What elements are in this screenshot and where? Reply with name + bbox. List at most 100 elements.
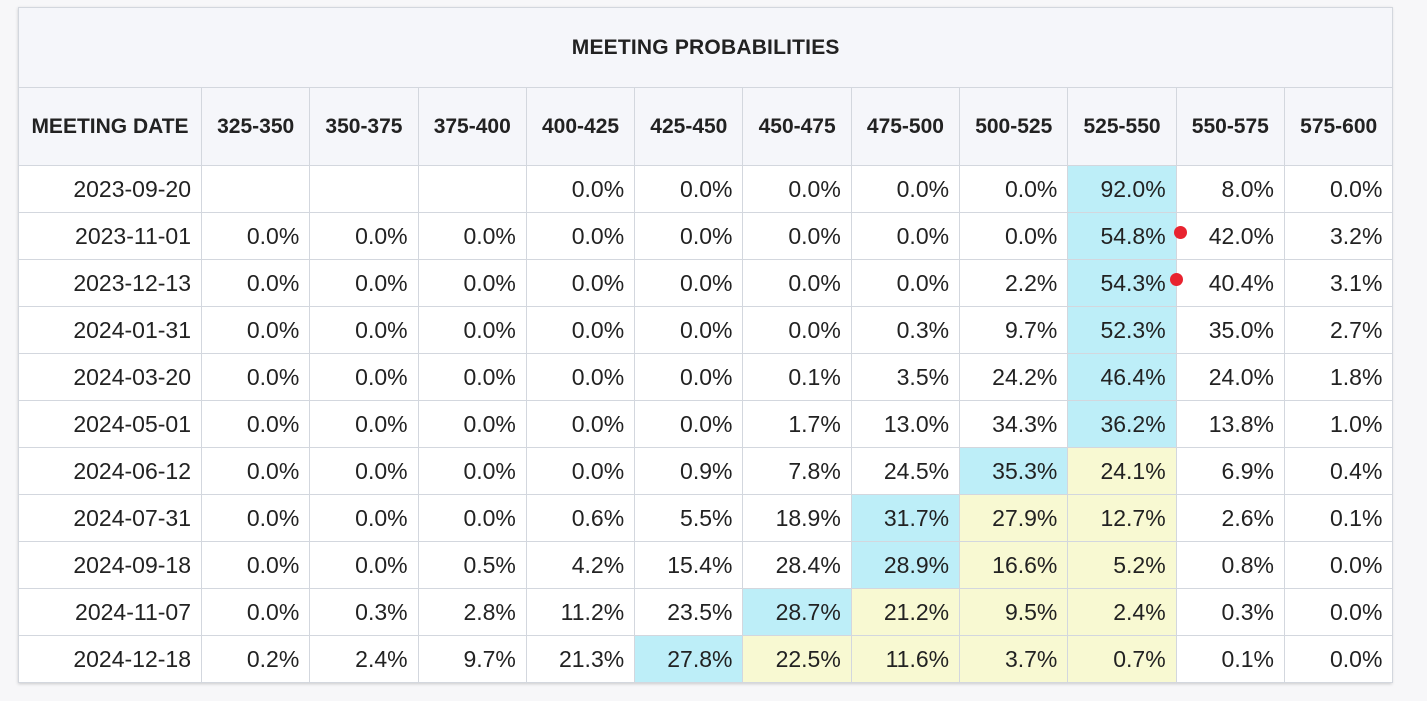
probability-cell (309, 165, 419, 213)
table-row: 2023-11-01 0.0% 0.0% 0.0% 0.0% 0.0% 0.0% 0.0% 0.… (18, 212, 1394, 260)
probability-cell: 24.0% (1175, 353, 1285, 401)
probability-cell: 0.0% (634, 212, 744, 260)
probability-cell: 7.8% (742, 447, 852, 495)
probability-cell: 0.0% (1283, 541, 1394, 589)
probability-value: 0.0% (571, 269, 625, 296)
probability-value: 0.3% (355, 598, 408, 625)
probability-cell: 2.2% (959, 259, 1069, 307)
probability-value: 0.0% (1329, 175, 1383, 202)
probability-cell: 0.0% (525, 259, 636, 307)
probability-value: 9.5% (1004, 598, 1058, 625)
probability-cell: 9.5% (959, 588, 1069, 636)
probability-value: 0.3% (1221, 598, 1274, 625)
probability-value: 12.7% (1100, 504, 1166, 531)
probability-cell: 0.0% (309, 259, 419, 307)
probability-cell: 1.0% (1283, 400, 1394, 448)
probability-value: 0.0% (355, 551, 408, 578)
probability-cell: 21.2% (850, 588, 961, 636)
meeting-probabilities-table: MEETING PROBABILITIES MEETING DATE 325-35… (17, 7, 1394, 683)
probability-value: 0.0% (896, 222, 950, 249)
probability-value: 0.0% (246, 269, 300, 296)
probability-value: 0.0% (463, 316, 516, 343)
probability-cell: 0.0% (742, 259, 852, 307)
probability-cell: 0.2% (200, 635, 311, 683)
probability-value: 0.0% (788, 222, 841, 249)
probability-cell: 24.1% (1067, 447, 1177, 495)
probability-cell: 0.0% (850, 165, 961, 213)
probability-value: 0.0% (571, 363, 625, 390)
probability-cell-current-target: 46.4% (1067, 353, 1177, 401)
probability-value: 0.0% (355, 269, 408, 296)
probability-value: 0.0% (463, 363, 516, 390)
probability-cell: 0.0% (200, 400, 311, 448)
probability-value: 0.8% (1221, 551, 1274, 578)
probability-cell: 42.0% (1173, 212, 1285, 260)
probability-value: 27.8% (667, 645, 733, 672)
red-dot-marker-icon (1173, 226, 1187, 239)
probability-value: 34.3% (992, 410, 1058, 437)
probability-cell: 0.3% (309, 588, 419, 636)
probability-value: 28.7% (775, 598, 841, 625)
probability-cell: 0.0% (634, 259, 744, 307)
probability-value: 4.2% (571, 551, 625, 578)
probability-value: 0.0% (246, 457, 300, 484)
probability-cell: 4.2% (525, 541, 636, 589)
probability-value: 35.3% (992, 457, 1058, 484)
probability-value: 2.4% (1113, 598, 1166, 625)
probability-value: 0.0% (1004, 175, 1058, 202)
table-row: 2024-01-31 0.0% 0.0% 0.0% 0.0% 0.0% 0.0% 0.3% 9.… (18, 306, 1394, 354)
probability-cell: 0.5% (417, 541, 527, 589)
probability-value: 0.0% (355, 222, 408, 249)
header-rate-range: 500-525 (959, 87, 1069, 166)
probability-cell: 0.1% (1283, 494, 1394, 542)
probability-cell: 0.0% (309, 353, 419, 401)
probability-value: 9.7% (1004, 316, 1058, 343)
probability-cell: 8.0% (1175, 165, 1285, 213)
probability-value: 0.0% (788, 175, 841, 202)
probability-cell: 24.5% (850, 447, 961, 495)
meeting-date-cell: 2024-01-31 (18, 306, 202, 354)
table-body: 2023-09-20 0.0% 0.0% 0.0% 0.0% 0.0% 92.0% 8.0% 0… (18, 165, 1394, 683)
probability-value: 1.8% (1329, 363, 1383, 390)
probability-value: 0.0% (680, 222, 733, 249)
probability-value: 28.4% (775, 551, 841, 578)
table-title: MEETING PROBABILITIES (17, 7, 1394, 88)
probability-value: 0.0% (1329, 551, 1383, 578)
table-row: 2024-11-07 0.0% 0.3% 2.8% 11.2% 23.5% 28.7% 21.… (18, 588, 1394, 636)
probability-value: 0.2% (246, 645, 300, 672)
header-rate-range: 350-375 (309, 87, 419, 166)
probability-value: 21.2% (883, 598, 950, 625)
probability-value: 0.0% (1329, 598, 1383, 625)
probability-cell: 0.0% (525, 165, 636, 213)
probability-cell: 0.0% (959, 165, 1069, 213)
probability-cell: 13.0% (850, 400, 961, 448)
meeting-date-cell: 2024-12-18 (18, 635, 202, 683)
probability-value: 0.0% (896, 269, 950, 296)
table-row: 2024-12-18 0.2% 2.4% 9.7% 21.3% 27.8% 22.5% 11.… (18, 635, 1394, 683)
probability-cell: 3.7% (959, 635, 1069, 683)
probability-cell: 2.8% (417, 588, 527, 636)
probability-value: 15.4% (667, 551, 733, 578)
probability-cell: 0.3% (850, 306, 961, 354)
probability-value: 0.0% (680, 316, 733, 343)
probability-cell: 0.0% (309, 494, 419, 542)
probability-cell: 0.0% (850, 259, 961, 307)
table-row: 2023-12-13 0.0% 0.0% 0.0% 0.0% 0.0% 0.0% 0.0% 2.… (18, 259, 1394, 307)
probability-cell: 21.3% (525, 635, 636, 683)
probability-cell: 16.6% (959, 541, 1069, 589)
probability-value: 1.0% (1329, 410, 1383, 437)
probability-cell-current-target: 52.3% (1067, 306, 1177, 354)
probability-cell: 3.5% (850, 353, 961, 401)
probability-cell: 0.0% (850, 212, 961, 260)
probability-value: 0.0% (355, 316, 408, 343)
probability-cell-current-target: 28.9% (850, 541, 961, 589)
probability-cell: 0.0% (200, 259, 311, 307)
probability-cell: 0.0% (417, 259, 527, 307)
probability-value: 0.0% (571, 457, 625, 484)
probability-value: 0.0% (680, 175, 733, 202)
probability-cell-current-target: 92.0% (1067, 165, 1177, 213)
header-rate-range: 575-600 (1283, 87, 1394, 166)
probability-value: 18.9% (775, 504, 841, 531)
probability-cell-current-target: 35.3% (959, 447, 1069, 495)
probability-value: 92.0% (1100, 175, 1166, 202)
